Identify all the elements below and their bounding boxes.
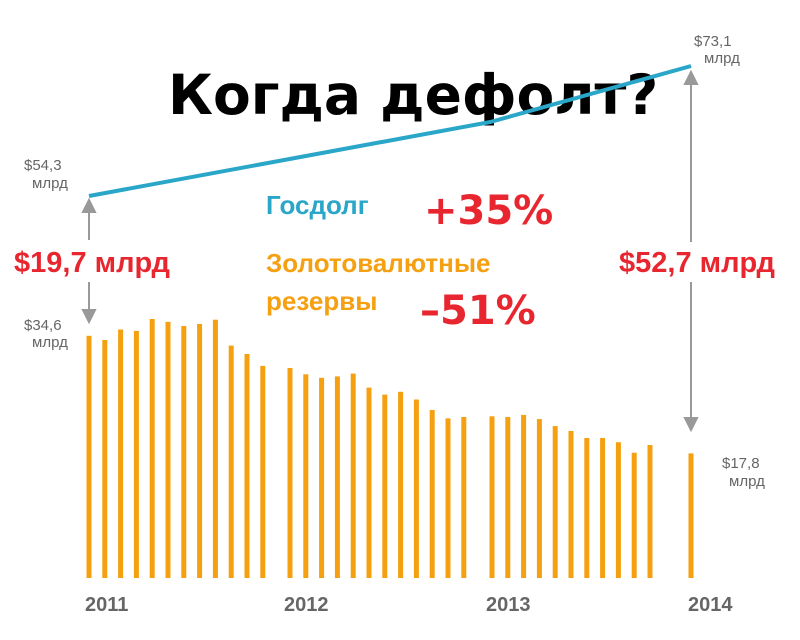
reserves-bar [382, 394, 388, 578]
reserves-bar [260, 365, 266, 578]
gap-start-label: $19,7 млрд [14, 247, 170, 279]
x-tick-2011: 2011 [85, 594, 128, 616]
reserves-bar [536, 419, 542, 578]
reserves-bar [647, 445, 653, 578]
reserves-bar [86, 335, 92, 578]
reserves-bar [118, 329, 124, 578]
reserves-bar [461, 417, 467, 578]
reserves-bar [197, 323, 203, 578]
legend-debt-label: Госдолг [266, 190, 369, 220]
legend-debt-change: +35% [424, 188, 553, 234]
debt-start-unit: млрд [32, 175, 68, 192]
legend-reserves-change: –51% [420, 288, 536, 334]
reserves-bar [398, 391, 404, 578]
reserves-bar [303, 374, 309, 578]
debt-end-value: $73,1 [694, 33, 732, 50]
reserves-end-unit: млрд [729, 473, 765, 490]
reserves-bar [102, 340, 108, 578]
reserves-bar [445, 418, 451, 578]
reserves-bar [552, 426, 558, 578]
legend-reserves-label-line2: резервы [266, 286, 377, 316]
reserves-bar [429, 410, 435, 578]
reserves-bar [568, 431, 574, 578]
reserves-bar [244, 354, 250, 578]
reserves-end-value: $17,8 [722, 455, 760, 472]
reserves-bar [521, 414, 527, 578]
x-tick-2013: 2013 [486, 594, 531, 616]
reserves-bar [350, 373, 356, 578]
reserves-bar [287, 368, 293, 578]
reserves-bar [149, 319, 155, 578]
reserves-start-unit: млрд [32, 334, 68, 351]
reserves-bar [165, 321, 171, 578]
reserves-bar [413, 399, 419, 578]
reserves-bar [181, 326, 187, 578]
debt-end-unit: млрд [704, 50, 740, 67]
reserves-bar [600, 438, 606, 578]
reserves-bar [366, 387, 372, 578]
legend-reserves-label-line1: Золотовалютные [266, 248, 490, 278]
reserves-bar [212, 319, 218, 578]
gap-arrow-end [683, 69, 699, 433]
gap-end-label: $52,7 млрд [619, 247, 775, 279]
reserves-start-value: $34,6 [24, 317, 62, 334]
reserves-bar [631, 452, 637, 578]
x-tick-2014: 2014 [688, 594, 733, 616]
reserves-bar [615, 442, 621, 578]
chart-title: Когда дефолт? [168, 63, 658, 127]
x-tick-2012: 2012 [284, 594, 329, 616]
debt-start-value: $54,3 [24, 157, 62, 174]
reserves-bar [584, 438, 590, 578]
reserves-bar [133, 330, 139, 578]
reserves-bar [489, 416, 495, 578]
gap-arrow-start [81, 197, 97, 325]
reserves-bar [228, 345, 234, 578]
debt-line [88, 64, 692, 198]
reserves-bar [505, 417, 511, 578]
reserves-bars [86, 319, 694, 578]
reserves-bar [334, 376, 340, 578]
reserves-bar [319, 377, 325, 578]
reserves-bar [688, 453, 694, 578]
